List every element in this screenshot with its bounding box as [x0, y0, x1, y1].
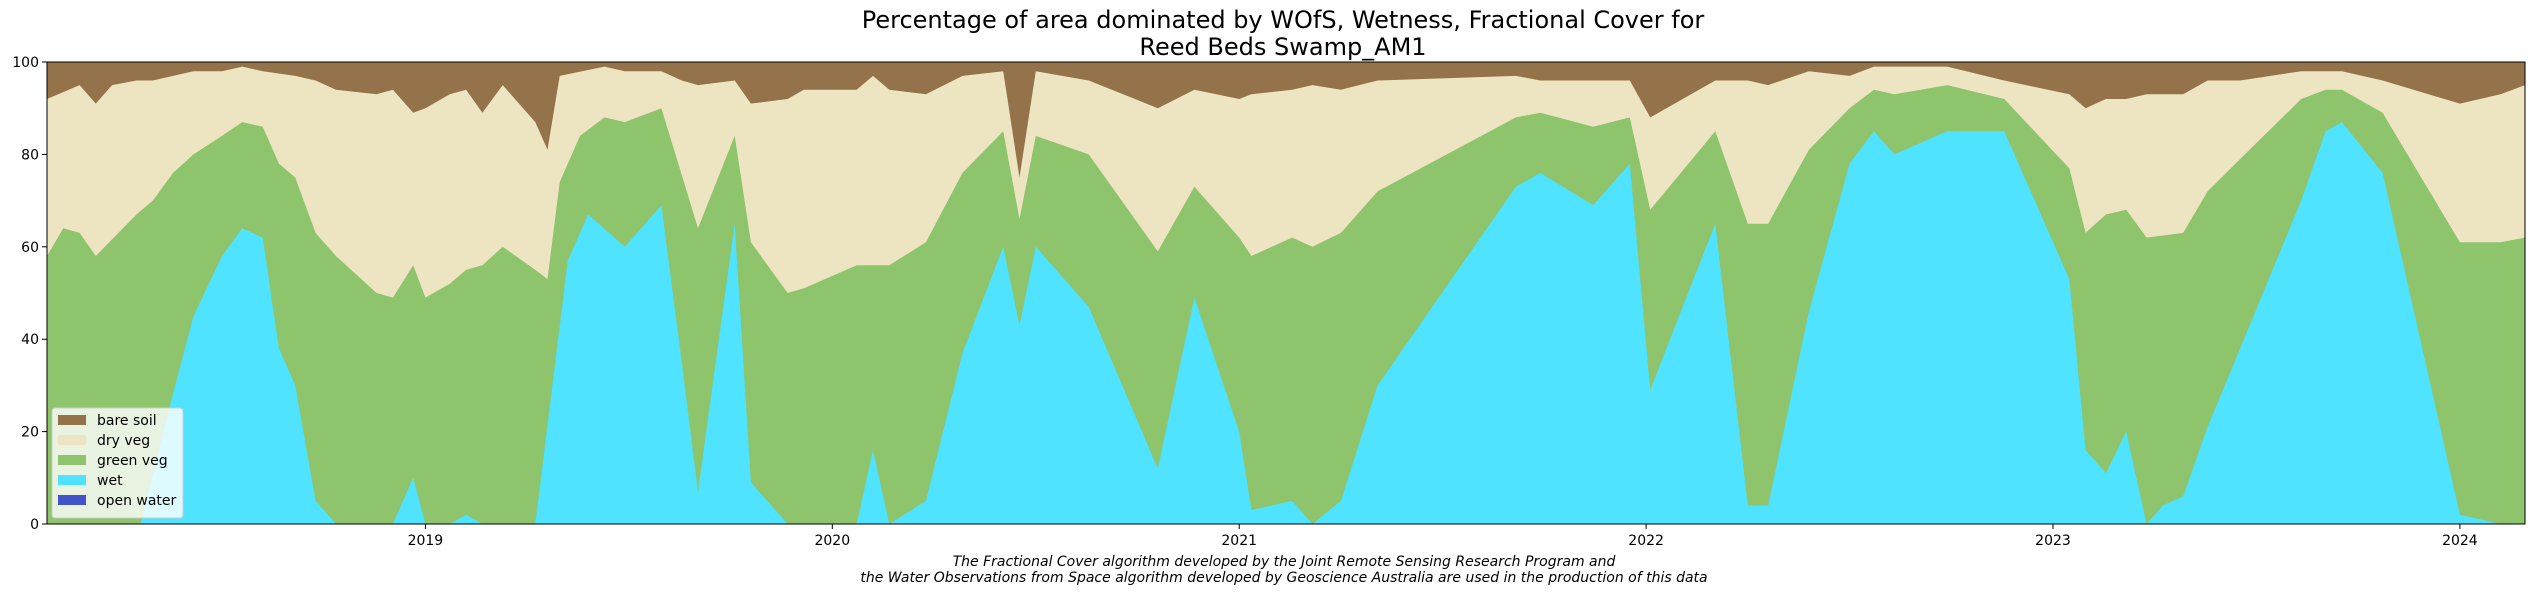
y-tick-label: 20 [21, 425, 39, 441]
legend-label-dry-veg: dry veg [97, 433, 150, 449]
legend-label-wet: wet [97, 473, 123, 489]
legend-swatch-green-veg [58, 455, 86, 465]
y-axis: 0 20 40 60 80 100 [12, 55, 47, 533]
legend-label-bare-soil: bare soil [97, 413, 157, 429]
legend: bare soil dry veg green veg wet open wat… [51, 407, 184, 519]
legend-swatch-dry-veg [58, 435, 86, 445]
area-wet [47, 122, 2525, 524]
legend-label-green-veg: green veg [97, 453, 168, 469]
x-tick-label: 2020 [814, 533, 850, 549]
legend-swatch-open-water [58, 495, 86, 505]
legend-label-open-water: open water [97, 493, 177, 509]
y-tick-label: 60 [21, 240, 39, 256]
x-tick-label: 2023 [2035, 533, 2071, 549]
y-tick-label: 80 [21, 147, 39, 163]
legend-item-green-veg: green veg [58, 453, 168, 469]
x-tick-label: 2022 [1628, 533, 1664, 549]
x-tick-label: 2024 [2442, 533, 2478, 549]
legend-swatch-bare-soil [58, 415, 86, 425]
y-tick-label: 0 [30, 517, 39, 533]
chart-title-line-2: Reed Beds Swamp_AM1 [1139, 33, 1426, 61]
legend-item-dry-veg: dry veg [58, 433, 150, 449]
x-tick-label: 2021 [1221, 533, 1257, 549]
x-axis: 2019 2020 2021 2022 2023 2024 [408, 524, 2478, 549]
legend-item-bare-soil: bare soil [58, 413, 157, 429]
legend-item-wet: wet [58, 473, 123, 489]
legend-item-open-water: open water [58, 493, 177, 509]
footnote-line-2: the Water Observations from Space algori… [860, 570, 1707, 586]
legend-swatch-wet [58, 475, 86, 485]
x-tick-label: 2019 [408, 533, 444, 549]
y-tick-label: 40 [21, 332, 39, 348]
plot-area [47, 62, 2525, 524]
footnote-line-1: The Fractional Cover algorithm developed… [953, 554, 1616, 570]
plot-frame [46, 61, 2526, 525]
chart-title-line-1: Percentage of area dominated by WOfS, We… [862, 6, 1705, 34]
y-tick-label: 100 [12, 55, 39, 71]
